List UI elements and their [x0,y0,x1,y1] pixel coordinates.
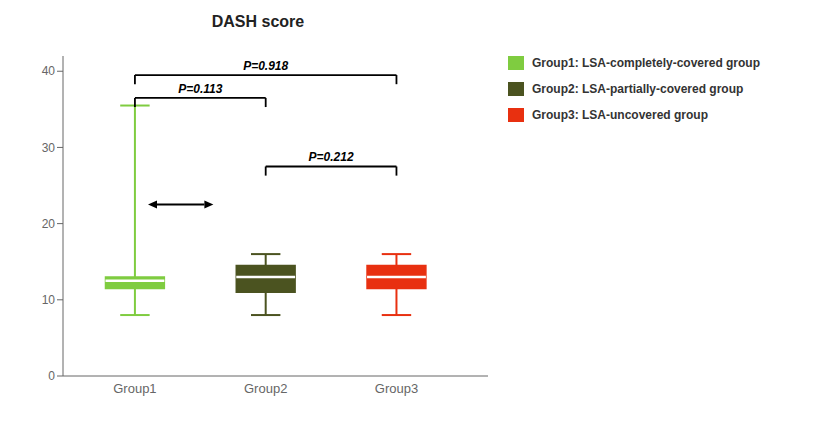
svg-text:Group2: Group2 [244,381,287,396]
svg-text:40: 40 [42,64,56,78]
svg-text:P=0.212: P=0.212 [309,150,354,164]
html-text:DASH score: DASH score [211,13,305,30]
html-text:Group2: LSA-partially-covered: Group2: LSA-partially-covered group [532,82,744,96]
svg-text:0: 0 [48,369,55,383]
svg-text:20: 20 [42,217,56,231]
svg-text:30: 30 [42,141,56,155]
svg-text:Group1: Group1 [113,381,156,396]
svg-text:P=0.918: P=0.918 [243,59,288,73]
html-text:Group3: LSA-uncovered group: Group3: LSA-uncovered group [532,108,708,122]
svg-text:Group3: Group3 [375,381,418,396]
html-text:Group1: LSA-completely-covered: Group1: LSA-completely-covered group [532,56,760,70]
svg-text:P=0.113: P=0.113 [178,82,222,96]
svg-text:10: 10 [42,293,56,307]
